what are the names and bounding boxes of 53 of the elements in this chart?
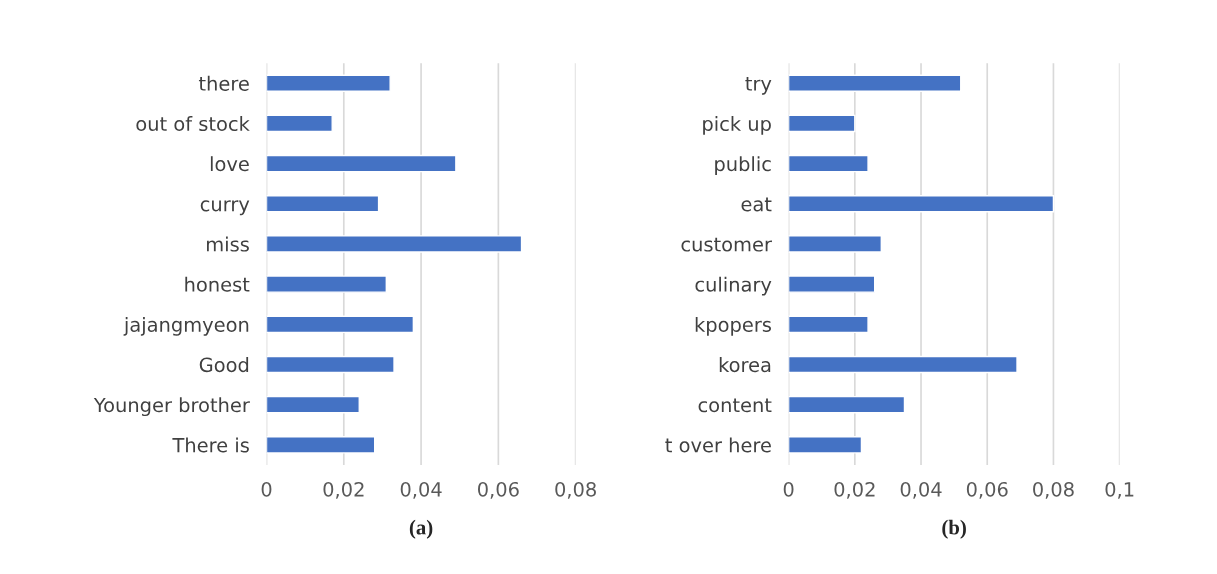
x-axis-title: (b) (942, 519, 966, 539)
y-tick-label: there (198, 75, 249, 91)
y-tick-label: curry (200, 200, 250, 216)
x-tick-label: 0,02 (323, 481, 364, 499)
bar (788, 74, 962, 92)
x-tick-label: 0,06 (966, 481, 1008, 499)
bar (266, 315, 415, 334)
y-tick-label: content (698, 398, 772, 413)
bar (788, 114, 856, 133)
y-tick-label: eat (741, 197, 772, 212)
y-tick-label: try (745, 76, 772, 95)
bar (788, 355, 1018, 374)
x-tick-label: 0 (783, 481, 794, 497)
bar (788, 395, 906, 414)
bar (266, 154, 457, 173)
y-tick-label: customer (681, 237, 772, 252)
x-tick-label: 0,02 (834, 481, 875, 499)
y-tick-label: Good (199, 357, 249, 373)
bar (788, 436, 863, 454)
bar (266, 114, 333, 133)
bar (266, 355, 395, 374)
bar (788, 154, 869, 173)
bar (266, 195, 380, 213)
y-tick-label: love (210, 156, 249, 172)
x-axis-title: (a) (409, 519, 433, 539)
x-tick-label: 0,06 (478, 481, 519, 499)
bar (266, 235, 523, 253)
y-tick-label: out of stock (136, 116, 250, 132)
y-tick-label: pick up (703, 116, 771, 135)
bar (788, 315, 869, 334)
x-tick-label: 0,04 (900, 481, 942, 499)
bar (788, 235, 882, 253)
y-tick-label: culinary (695, 276, 772, 296)
bar (788, 275, 876, 293)
x-tick-label: 0,04 (400, 481, 442, 499)
y-tick-label: t over here (665, 437, 771, 453)
bar (788, 195, 1055, 213)
y-tick-label: There is (172, 437, 249, 453)
bar (266, 275, 388, 293)
bar (266, 74, 391, 92)
x-tick-label: 0 (261, 481, 272, 497)
bar (266, 436, 376, 454)
y-tick-label: jajangmyeon (123, 316, 249, 336)
y-tick-label: Younger brother (93, 397, 250, 417)
y-tick-label: honest (185, 276, 250, 292)
y-tick-label: miss (207, 236, 249, 252)
bar (266, 395, 360, 414)
x-tick-label: 0,08 (1033, 481, 1074, 499)
y-tick-label: public (715, 156, 771, 176)
y-tick-label: korea (719, 357, 771, 373)
y-tick-label: kpopers (695, 316, 771, 336)
x-tick-label: 0,08 (555, 481, 596, 499)
x-tick-label: 0,1 (1105, 481, 1134, 499)
